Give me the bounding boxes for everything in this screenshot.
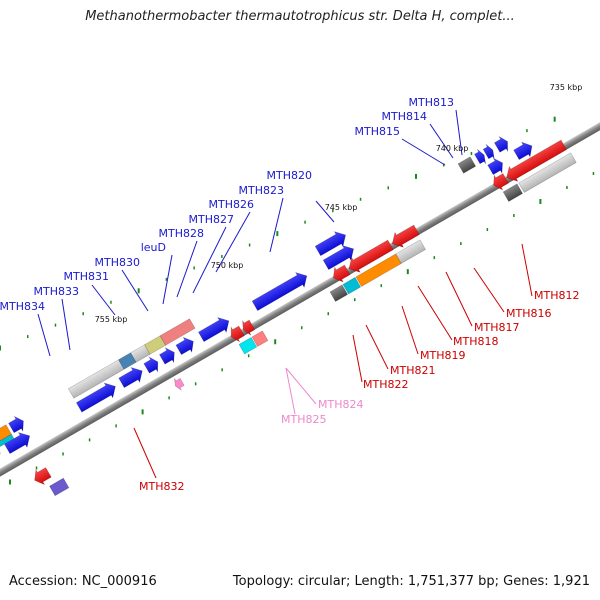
gene-label-mth827[interactable]: MTH827	[189, 213, 234, 226]
gene-mth819	[333, 264, 351, 283]
gene-forward-dark	[457, 156, 477, 174]
gene-label-mth819[interactable]: MTH819	[420, 349, 465, 362]
leader-mth831	[91, 284, 116, 316]
kbp-label: 755 kbp	[95, 315, 128, 324]
leader-mth812	[521, 243, 533, 297]
gene-mth822	[230, 325, 245, 343]
label-leaders	[37, 109, 533, 479]
leader-mth832	[133, 427, 157, 479]
gene-reverse-cyan	[342, 277, 362, 295]
gene-forward	[322, 244, 354, 271]
genome-backbone	[0, 46, 600, 553]
leader-mth825	[285, 367, 296, 415]
kbp-label: 745 kbp	[325, 203, 358, 212]
gene-mth832	[34, 467, 52, 486]
gene-label-mth830[interactable]: MTH830	[95, 256, 140, 269]
leader-mth830	[121, 269, 149, 312]
gene-mth828	[143, 356, 159, 374]
leader-mth815	[401, 138, 446, 166]
gene-leud	[118, 366, 143, 389]
leader-mth828	[176, 240, 198, 298]
leader-mth823	[269, 197, 284, 253]
leader-mth814	[429, 123, 454, 159]
leader-mth822	[352, 334, 363, 383]
gene-forward	[513, 141, 533, 161]
topology-text: Topology: circular; Length: 1,751,377 bp…	[232, 574, 590, 589]
gene-mth812	[506, 139, 567, 182]
kbp-label: 750 kbp	[211, 261, 244, 270]
leader-mth819	[401, 305, 419, 355]
gene-reverse-gray	[395, 239, 426, 264]
gene-forward	[314, 231, 346, 257]
leader-mth813	[455, 109, 463, 156]
gene-label-mth814[interactable]: MTH814	[382, 110, 427, 123]
gene-label-mth817[interactable]: MTH817	[474, 321, 519, 334]
gene-mth822b	[242, 319, 256, 336]
gene-label-mth826[interactable]: MTH826	[209, 198, 254, 211]
gene-label-mth832[interactable]: MTH832	[139, 480, 184, 493]
gene-mth826	[175, 336, 194, 356]
gene-forward	[4, 431, 31, 455]
leader-mth827	[192, 226, 227, 294]
gene-label-leud[interactable]: leuD	[141, 241, 166, 254]
gene-forward-salmon	[159, 318, 196, 346]
gene-mth824-825	[174, 378, 185, 391]
leader-mth824	[285, 367, 317, 405]
gene-label-mth815[interactable]: MTH815	[355, 125, 400, 138]
gene-mth827	[159, 347, 175, 365]
gene-forward	[487, 157, 503, 176]
gene-label-mth812[interactable]: MTH812	[534, 289, 579, 302]
gene-mth816	[493, 173, 509, 191]
gene-label-mth816[interactable]: MTH816	[506, 307, 551, 320]
gene-reverse-dark	[329, 284, 349, 302]
map-title: Methanothermobacter thermautotrophicus s…	[85, 9, 515, 24]
gene-mth831	[8, 415, 24, 434]
gene-label-mth822[interactable]: MTH822	[363, 378, 408, 391]
tick-rows	[0, 116, 595, 485]
gene-label-mth825[interactable]: MTH825	[281, 413, 326, 426]
gene-label-mth821[interactable]: MTH821	[390, 364, 435, 377]
gene-mth832b	[49, 477, 70, 497]
leader-mth833	[61, 298, 71, 351]
kbp-labels: 735 kbp 740 kbp 745 kbp 750 kbp 755 kbp	[95, 83, 583, 324]
leader-mth834	[37, 313, 51, 357]
gene-label-mth834[interactable]: MTH834	[0, 300, 45, 313]
gene-mth817	[391, 224, 420, 248]
gene-mth814	[482, 143, 495, 160]
leader-mth818	[417, 285, 453, 341]
gene-mth830	[75, 382, 116, 413]
gene-label-mth820[interactable]: MTH820	[267, 169, 312, 182]
gene-label-mth828[interactable]: MTH828	[159, 227, 204, 240]
leader-leud	[162, 254, 173, 305]
gene-reverse-dark	[502, 183, 523, 202]
gene-mth820	[251, 271, 308, 312]
gene-label-mth824[interactable]: MTH824	[318, 398, 363, 411]
kbp-label: 735 kbp	[550, 83, 583, 92]
gene-reverse-gray	[518, 152, 577, 193]
gene-label-mth818[interactable]: MTH818	[453, 335, 498, 348]
gene-label-mth833[interactable]: MTH833	[34, 285, 79, 298]
leader-mth826	[215, 211, 251, 273]
gene-mth815	[474, 148, 486, 165]
gene-mth821	[238, 337, 258, 355]
leader-mth821	[365, 324, 389, 370]
leader-mth816	[473, 267, 505, 313]
leader-mth817	[445, 271, 473, 327]
gene-forward-cyan	[0, 433, 15, 453]
leader-mth820	[315, 200, 335, 223]
gene-track	[0, 135, 577, 497]
gene-mth821b	[251, 330, 269, 347]
gene-label-mth823[interactable]: MTH823	[239, 184, 284, 197]
accession-text: Accession: NC_000916	[9, 574, 157, 589]
gene-mth823	[198, 316, 230, 343]
gene-label-mth813[interactable]: MTH813	[409, 96, 454, 109]
gene-mth813	[493, 135, 508, 153]
kbp-label: 740 kbp	[436, 144, 469, 153]
gene-mth818	[348, 239, 394, 273]
gene-label-mth831[interactable]: MTH831	[64, 270, 109, 283]
